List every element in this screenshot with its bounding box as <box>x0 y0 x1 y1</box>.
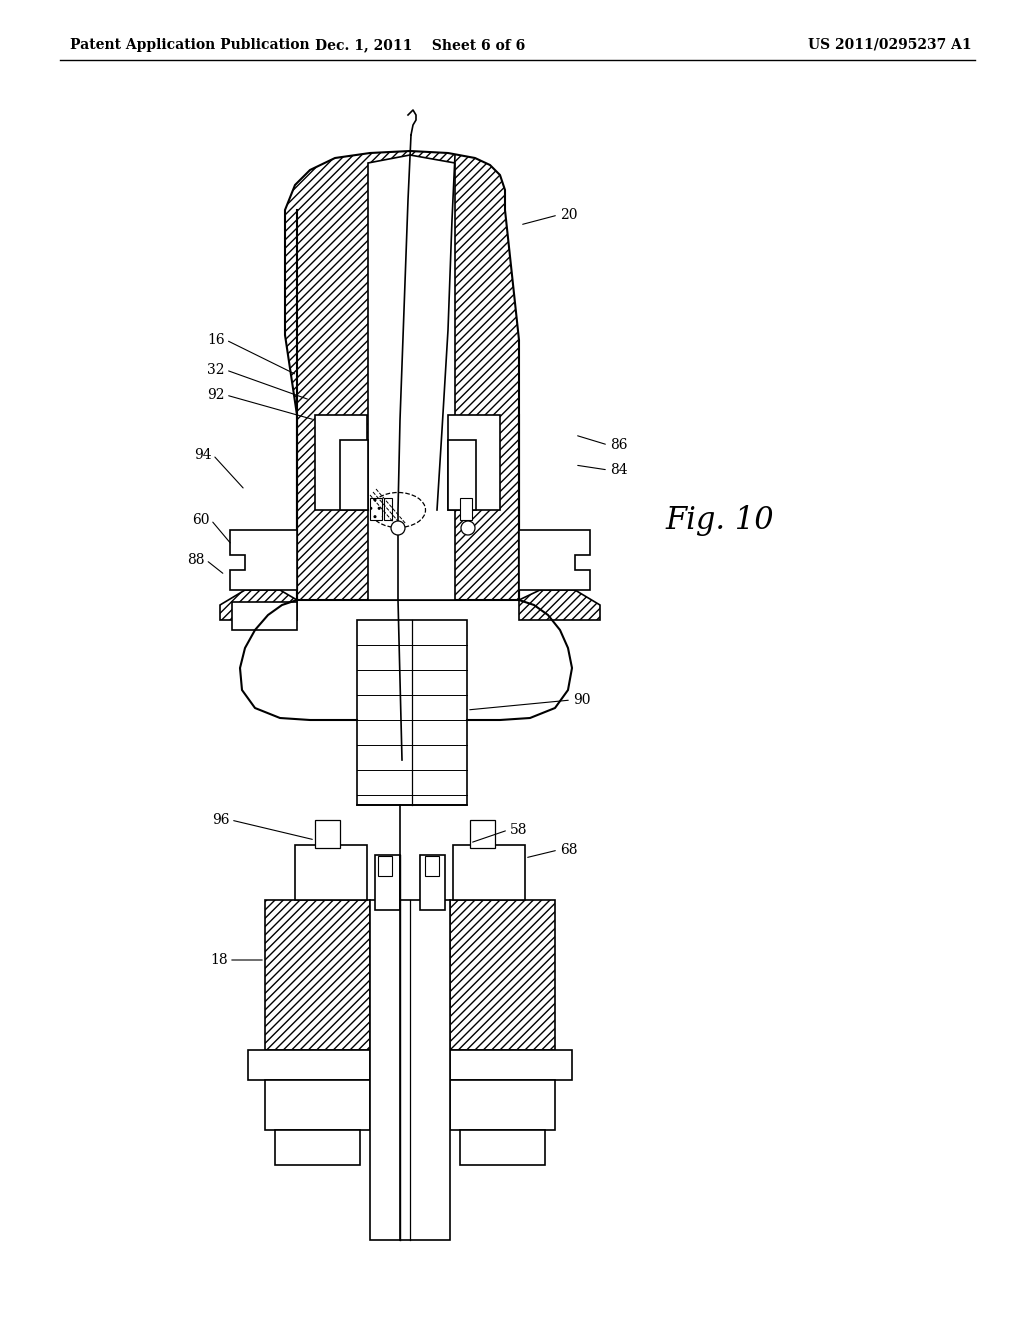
Bar <box>370 498 382 520</box>
Bar <box>453 845 525 900</box>
Polygon shape <box>368 154 455 601</box>
Circle shape <box>461 521 475 535</box>
Bar <box>265 1080 370 1130</box>
Bar <box>450 900 555 1049</box>
Bar <box>420 855 445 909</box>
Bar <box>384 498 392 520</box>
Bar <box>378 855 392 876</box>
Bar <box>315 414 367 510</box>
Text: 32: 32 <box>208 363 225 378</box>
Text: 58: 58 <box>510 822 527 837</box>
Polygon shape <box>285 150 519 601</box>
Text: 88: 88 <box>187 553 205 568</box>
Bar <box>370 900 450 1239</box>
Bar <box>450 1080 555 1130</box>
Bar <box>232 602 297 630</box>
Bar <box>449 414 500 510</box>
Polygon shape <box>519 590 600 620</box>
Text: 84: 84 <box>610 463 628 477</box>
Text: 60: 60 <box>193 513 210 527</box>
Polygon shape <box>519 531 590 590</box>
Text: 90: 90 <box>573 693 591 708</box>
Bar <box>375 855 400 909</box>
Bar <box>450 1049 572 1080</box>
Text: 18: 18 <box>210 953 228 968</box>
Polygon shape <box>220 590 297 620</box>
Bar <box>470 820 495 847</box>
Bar <box>315 820 340 847</box>
Bar <box>357 620 467 805</box>
Bar <box>248 1049 370 1080</box>
Text: 92: 92 <box>208 388 225 403</box>
Text: 86: 86 <box>610 438 628 451</box>
Bar <box>460 498 472 520</box>
Text: 94: 94 <box>195 447 212 462</box>
Bar <box>275 1130 360 1166</box>
Circle shape <box>391 521 406 535</box>
Bar <box>460 1130 545 1166</box>
Text: 16: 16 <box>208 333 225 347</box>
Text: Dec. 1, 2011    Sheet 6 of 6: Dec. 1, 2011 Sheet 6 of 6 <box>314 38 525 51</box>
Text: 68: 68 <box>560 843 578 857</box>
Polygon shape <box>230 531 297 590</box>
Bar <box>340 440 368 510</box>
Text: 20: 20 <box>560 209 578 222</box>
Text: Fig. 10: Fig. 10 <box>666 504 774 536</box>
Text: 96: 96 <box>213 813 230 828</box>
Bar <box>265 900 370 1049</box>
Bar <box>295 845 367 900</box>
Text: US 2011/0295237 A1: US 2011/0295237 A1 <box>808 38 972 51</box>
Bar <box>425 855 439 876</box>
Text: Patent Application Publication: Patent Application Publication <box>70 38 309 51</box>
Bar <box>449 440 476 510</box>
